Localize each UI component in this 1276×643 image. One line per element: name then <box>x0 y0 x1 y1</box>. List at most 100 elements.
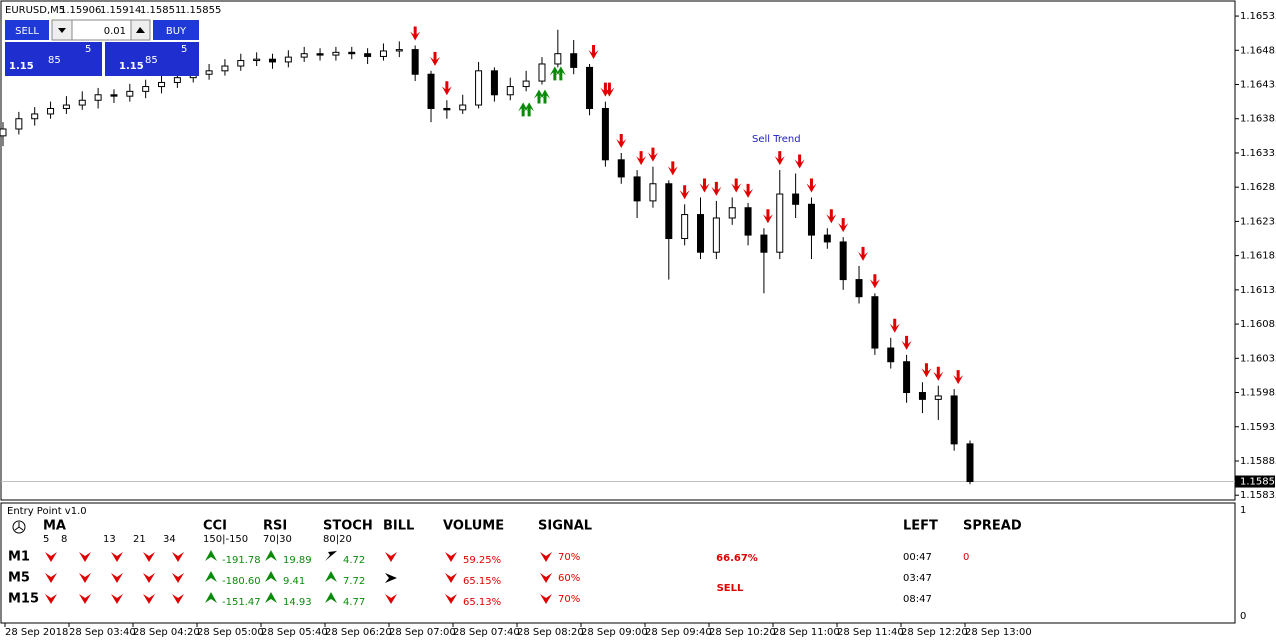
ohlc-open: 1.15906 <box>60 5 101 16</box>
signal-icon <box>172 552 184 562</box>
rsi-value: 9.41 <box>283 576 305 587</box>
candle-body <box>855 279 863 298</box>
candle-body <box>570 53 578 68</box>
ask-box[interactable] <box>105 42 199 76</box>
ma-period: 5 <box>43 534 49 545</box>
timeframe: M15 <box>8 592 39 607</box>
ask-point: 5 <box>181 44 187 55</box>
settings-icon[interactable] <box>12 520 26 534</box>
buy-arrow <box>549 66 560 81</box>
y-tick-label: 1.16235 <box>1240 216 1276 227</box>
buy-button[interactable] <box>153 20 199 40</box>
y-tick-label: 1.16035 <box>1240 353 1276 364</box>
candle-body <box>0 128 7 137</box>
signal-icon <box>325 551 337 561</box>
symbol: EURUSD,M5 <box>5 5 65 16</box>
sell-arrow <box>667 161 678 176</box>
signal-icon <box>385 573 397 583</box>
candle-body <box>760 234 768 253</box>
sell-arrow <box>410 26 421 41</box>
x-tick-label: 28 Sep 07:40 <box>453 627 520 638</box>
bid-box[interactable] <box>5 42 102 76</box>
candle-body <box>364 53 372 57</box>
candle-body <box>697 214 705 253</box>
bid-pips: 85 <box>48 55 61 66</box>
y-tick-label: 1.15935 <box>1240 422 1276 433</box>
candle-body <box>284 56 292 63</box>
signal-icon <box>325 571 337 582</box>
up-icon <box>136 27 145 33</box>
candle-body <box>934 395 942 400</box>
timeframe: M1 <box>8 550 30 565</box>
column-label: STOCH <box>323 519 373 534</box>
y-tick-label: 1.16085 <box>1240 319 1276 330</box>
candle-body <box>94 94 102 101</box>
bid-point: 5 <box>85 44 91 55</box>
signal-icon <box>143 552 155 562</box>
signal-icon <box>385 594 397 604</box>
chart-frame <box>0 0 1236 501</box>
timeframe: M5 <box>8 571 30 586</box>
signal-icon <box>143 573 155 583</box>
y-tick-label: 1.16535 <box>1240 11 1276 22</box>
buy-arrow <box>524 102 535 117</box>
ma-label: MA <box>43 519 66 534</box>
x-tick-label: 28 Sep 2018 <box>5 627 68 638</box>
ohlc-high: 1.15914 <box>100 5 141 16</box>
column-label: RSI <box>263 519 287 534</box>
volume-value: 65.13% <box>463 597 501 608</box>
bid-big: 1.15 <box>9 61 34 72</box>
signal-icon <box>111 573 123 583</box>
sell-button[interactable] <box>5 20 49 40</box>
candle-body <box>158 81 166 88</box>
x-tick-label: 28 Sep 09:40 <box>645 627 712 638</box>
sell-arrow <box>921 363 932 378</box>
x-tick-label: 28 Sep 04:20 <box>133 627 200 638</box>
time-left: 00:47 <box>903 552 932 563</box>
signal-icon <box>205 592 217 603</box>
signal-icon <box>45 594 57 604</box>
ohlc-close: 1.15855 <box>180 5 221 16</box>
ma-period: 21 <box>133 534 146 545</box>
candle-body <box>443 107 451 111</box>
x-tick-label: 28 Sep 08:20 <box>517 627 584 638</box>
sell-arrow <box>858 246 869 261</box>
verdict: SELL <box>717 583 744 594</box>
candle-body <box>807 203 815 236</box>
plot <box>0 26 1235 485</box>
sell-arrow <box>901 335 912 350</box>
candle-body <box>792 193 800 205</box>
rsi-value: 14.93 <box>283 597 312 608</box>
sell-arrow <box>616 133 627 148</box>
signal-icon <box>111 594 123 604</box>
signal-icon <box>445 594 457 604</box>
candle-body <box>649 183 657 202</box>
candle-body <box>506 86 514 96</box>
sell-arrow <box>588 44 599 59</box>
signal-icon <box>205 571 217 582</box>
candle-body <box>586 66 594 109</box>
sell-arrow <box>743 183 754 198</box>
signal-value: 70% <box>558 594 580 605</box>
y-tick-label: 1.16435 <box>1240 80 1276 91</box>
sub-axis-bottom: 0 <box>1240 611 1246 622</box>
candle-body <box>601 107 609 161</box>
time-left: 03:47 <box>903 573 932 584</box>
cci-value: -151.47 <box>222 597 261 608</box>
signal-icon <box>265 571 277 582</box>
signal-value: 60% <box>558 573 580 584</box>
candle-body <box>871 296 879 349</box>
signal-icon <box>265 550 277 561</box>
sell-arrow <box>889 318 900 333</box>
sell-arrow <box>762 209 773 224</box>
candle-body <box>475 70 483 106</box>
percent: 66.67% <box>716 553 758 564</box>
x-tick-label: 28 Sep 13:00 <box>965 627 1032 638</box>
candle-body <box>142 86 150 92</box>
sell-arrow <box>679 185 690 200</box>
signal-value: 70% <box>558 552 580 563</box>
spread-value: 0 <box>963 552 969 563</box>
ma-period: 13 <box>103 534 116 545</box>
signal-icon <box>45 573 57 583</box>
